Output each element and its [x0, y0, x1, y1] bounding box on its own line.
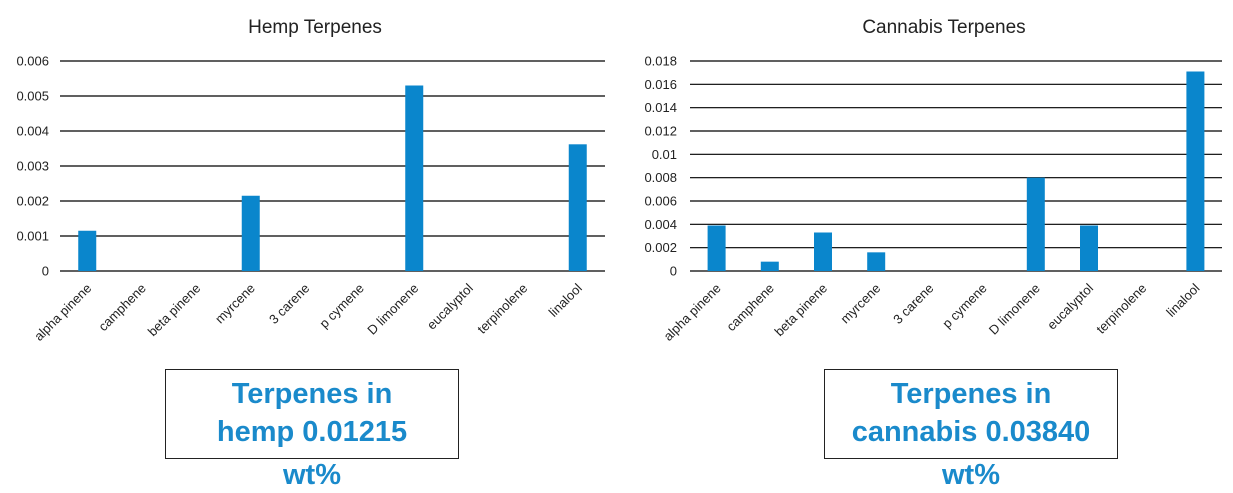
cannabis-category-label: eucalyptol: [1044, 280, 1096, 332]
hemp-summary-line1: Terpenes in: [231, 378, 393, 410]
hemp-category-label: terpinolene: [474, 281, 530, 337]
hemp-summary-box: Terpenes in hemp 0.01215: [165, 369, 459, 459]
cannabis-category-label: linalool: [1163, 280, 1202, 319]
cannabis-y-tick-label: 0: [670, 264, 677, 279]
hemp-chart-title: Hemp Terpenes: [248, 17, 382, 38]
cannabis-y-tick-label: 0.01: [652, 147, 677, 162]
hemp-y-tick-label: 0.003: [16, 159, 49, 174]
cannabis-category-label: 3 carene: [890, 281, 936, 327]
hemp-y-tick-label: 0.005: [16, 89, 49, 104]
cannabis-y-tick-label: 0.016: [644, 77, 677, 92]
cannabis-y-tick-label: 0.018: [644, 54, 677, 69]
cannabis-chart-title: Cannabis Terpenes: [862, 17, 1025, 38]
hemp-category-label: myrcene: [212, 281, 258, 327]
cannabis-bar-alpha-pinene: [707, 225, 726, 271]
hemp-category-label: alpha pinene: [31, 281, 94, 344]
cannabis-category-label: terpinolene: [1093, 281, 1149, 337]
hemp-category-label: linalool: [546, 280, 585, 319]
cannabis-bar-d-limonene: [1026, 177, 1045, 271]
cannabis-summary-line2: cannabis 0.03840: [851, 416, 1091, 448]
cannabis-summary-line3: wt%: [942, 459, 1000, 491]
hemp-bar-alpha-pinene: [78, 230, 97, 271]
cannabis-y-tick-label: 0.006: [644, 194, 677, 209]
cannabis-category-label: p cymene: [939, 281, 989, 331]
cannabis-bar-beta-pinene: [814, 232, 832, 271]
cannabis-y-tick-label: 0.012: [644, 124, 677, 139]
cannabis-chart: Cannabis Terpenes 0 0.002 0.004 0.006 0.008 0.…: [644, 17, 1222, 344]
cannabis-category-label: alpha pinene: [660, 281, 723, 344]
hemp-y-tick-label: 0: [42, 264, 49, 279]
hemp-bar-linalool: [568, 144, 587, 271]
hemp-category-label: 3 carene: [266, 281, 312, 327]
cannabis-y-tick-label: 0.014: [644, 100, 677, 115]
hemp-category-label: p cymene: [316, 281, 366, 331]
hemp-y-tick-label: 0.001: [16, 229, 49, 244]
hemp-category-label: beta pinene: [145, 281, 204, 340]
hemp-bar-myrcene: [241, 195, 260, 271]
cannabis-category-label: D limonene: [986, 281, 1043, 338]
cannabis-bar-linalool: [1186, 71, 1205, 271]
cannabis-y-tick-label: 0.002: [644, 240, 677, 255]
cannabis-y-tick-label: 0.004: [644, 217, 677, 232]
cannabis-y-tick-label: 0.008: [644, 170, 677, 185]
cannabis-summary-box: Terpenes in cannabis 0.03840: [824, 369, 1118, 459]
hemp-category-label: D limonene: [364, 281, 421, 338]
cannabis-category-label: camphene: [723, 281, 777, 335]
hemp-y-tick-label: 0.002: [16, 194, 49, 209]
cannabis-category-label: beta pinene: [771, 281, 830, 340]
hemp-summary-line2: hemp 0.01215: [216, 416, 408, 448]
cannabis-bar-camphene: [760, 261, 779, 271]
hemp-bar-d-limonene: [405, 85, 424, 271]
hemp-category-label: camphene: [95, 281, 149, 335]
hemp-category-label: eucalyptol: [424, 280, 476, 332]
hemp-y-tick-label: 0.006: [16, 54, 49, 69]
hemp-summary-line3: wt%: [283, 459, 341, 491]
cannabis-summary-line1: Terpenes in: [890, 378, 1052, 410]
hemp-y-tick-label: 0.004: [16, 124, 49, 139]
cannabis-bar-myrcene: [867, 252, 886, 271]
cannabis-category-label: myrcene: [837, 281, 883, 327]
cannabis-bar-eucalyptol: [1080, 225, 1098, 271]
hemp-chart: Hemp Terpenes 0 0.001 0.002 0.003 0.004 0.005 0…: [16, 17, 605, 344]
